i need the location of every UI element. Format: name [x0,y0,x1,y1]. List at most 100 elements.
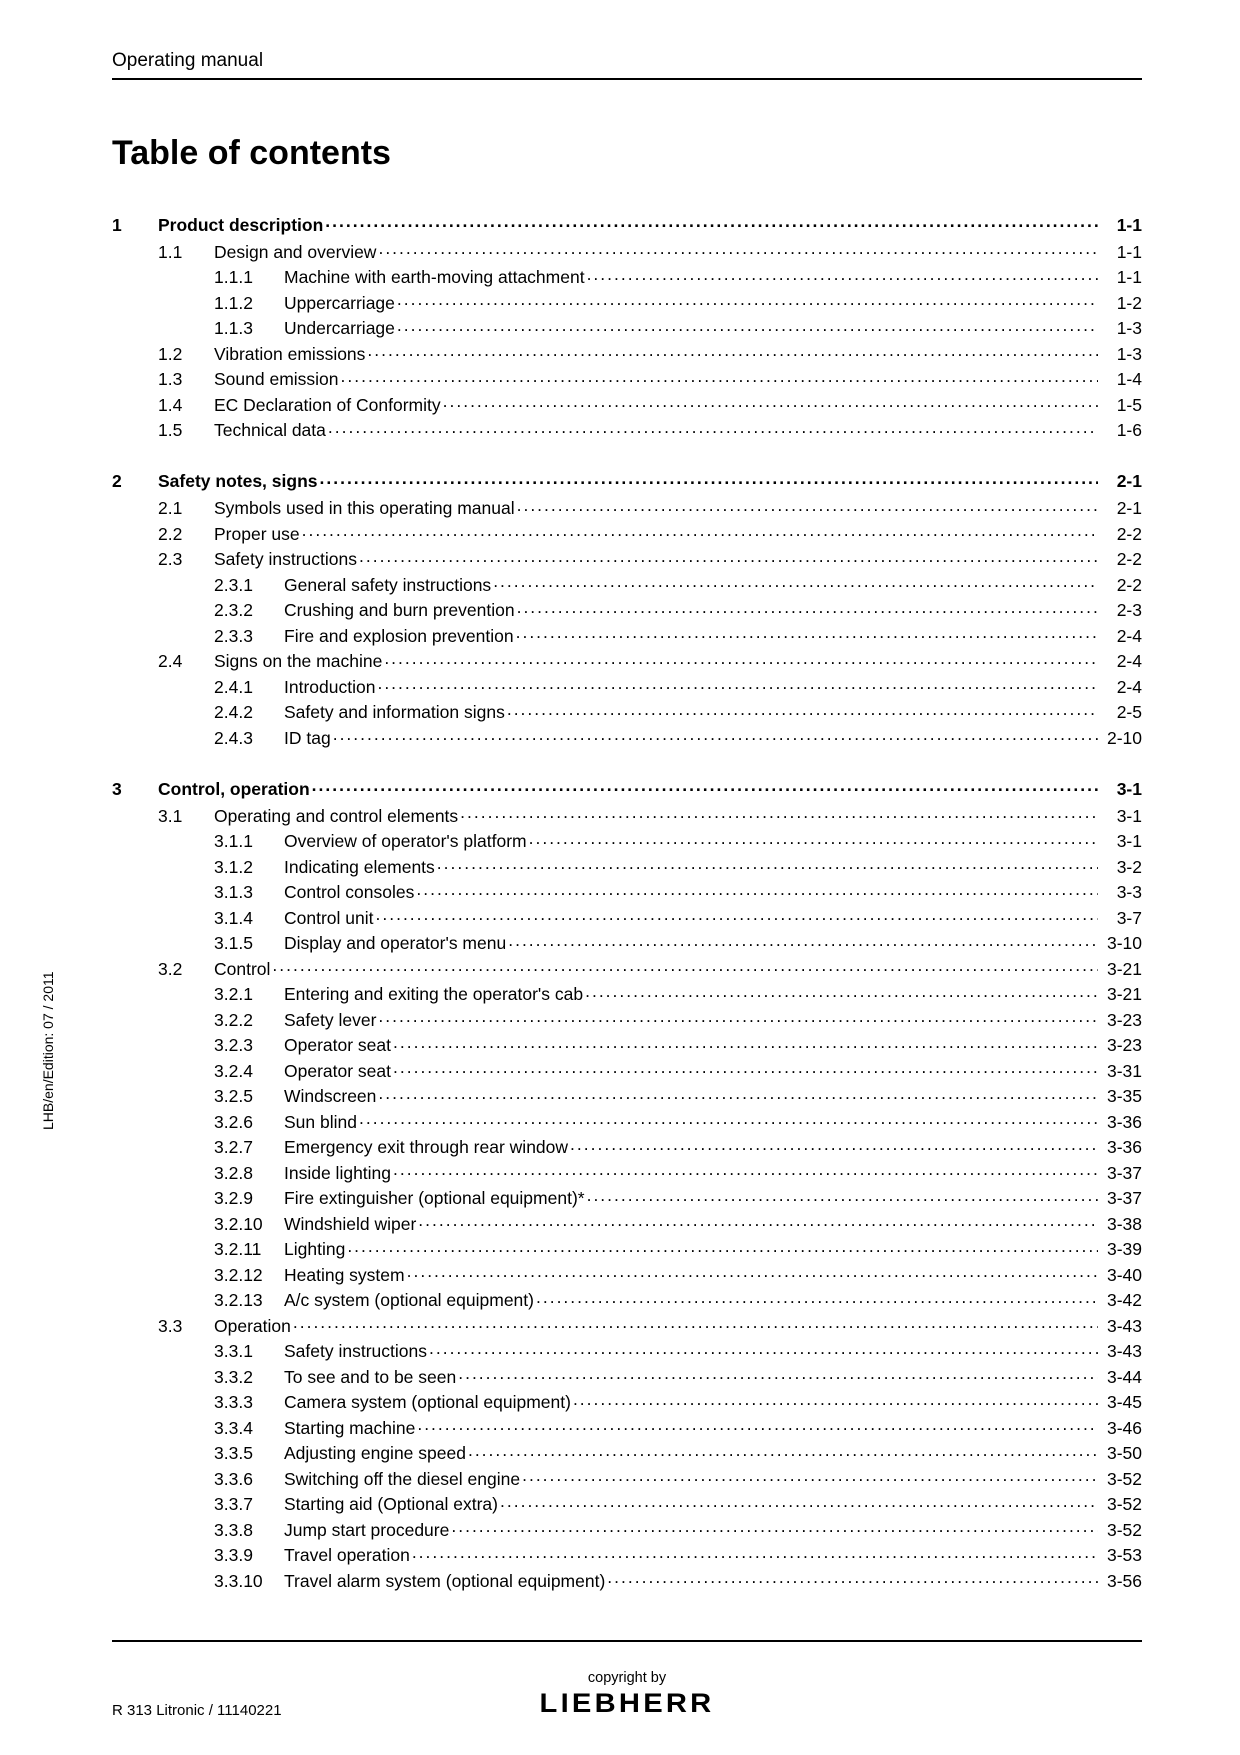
toc-number: 3.2.12 [214,1267,284,1285]
toc-leader-dots [393,1161,1098,1179]
toc-label: Technical data [214,422,328,440]
toc-leader-dots [378,240,1098,258]
toc-leader-dots [367,342,1098,360]
toc-page: 3-36 [1098,1114,1142,1132]
toc-page: 3-36 [1098,1139,1142,1157]
toc-label: Entering and exiting the operator's cab [284,986,585,1004]
toc-page: 3-21 [1098,961,1142,979]
toc-page: 2-4 [1098,653,1142,671]
toc-page: 2-2 [1098,526,1142,544]
toc-number: 1.5 [158,422,214,440]
toc-leader-dots [293,1314,1098,1332]
toc-label: Travel operation [284,1547,412,1565]
toc-leader-dots [325,213,1098,231]
toc-entry: 2Safety notes, signs 2-1 [112,470,1142,491]
toc-label: Control consoles [284,884,416,902]
toc-number: 2.3 [158,551,214,569]
toc-leader-dots [302,522,1098,540]
toc-leader-dots [516,624,1098,642]
toc-leader-dots [417,1416,1098,1434]
toc-label: Jump start procedure [284,1522,451,1540]
toc-leader-dots [359,548,1098,566]
toc-leader-dots [347,1238,1098,1256]
toc-label: Introduction [284,679,377,697]
toc-page: 1-1 [1098,217,1142,235]
toc-leader-dots [333,726,1098,744]
toc-number: 3.1.5 [214,935,284,953]
toc-leader-dots [500,1493,1098,1511]
toc-entry: 2.1Symbols used in this operating manual… [112,497,1142,518]
toc-leader-dots [328,419,1098,437]
toc-number: 3.2.5 [214,1088,284,1106]
toc-label: Emergency exit through rear window [284,1139,570,1157]
toc-page: 2-2 [1098,577,1142,595]
toc-leader-dots [359,1110,1098,1128]
toc-label: Heating system [284,1267,407,1285]
toc-leader-dots [451,1518,1098,1536]
doc-header: Operating manual [112,50,1142,80]
toc-entry: 3.3Operation 3-43 [112,1314,1142,1335]
toc-number: 2.4 [158,653,214,671]
toc-label: Operation [214,1318,293,1336]
toc-entry: 3.2.13A/c system (optional equipment) 3-… [112,1289,1142,1310]
toc-page: 1-3 [1098,346,1142,364]
toc-leader-dots [341,368,1098,386]
toc-number: 3.2.4 [214,1063,284,1081]
toc-leader-dots [312,777,1098,795]
toc-number: 2.4.3 [214,730,284,748]
toc-label: Safety lever [284,1012,378,1030]
toc-entry: 3.2.9Fire extinguisher (optional equipme… [112,1187,1142,1208]
toc-entry: 3.3.5Adjusting engine speed 3-50 [112,1442,1142,1463]
toc-entry: 2.4.1Introduction 2-4 [112,675,1142,696]
toc-page: 2-10 [1098,730,1142,748]
toc-page: 3-7 [1098,910,1142,928]
toc-label: Starting machine [284,1420,417,1438]
toc-entry: 3.2.1Entering and exiting the operator's… [112,983,1142,1004]
toc-entry: 3.3.2To see and to be seen 3-44 [112,1365,1142,1386]
toc-leader-dots [376,906,1099,924]
toc-entry: 1.4EC Declaration of Conformity 1-5 [112,393,1142,414]
toc-leader-dots [378,1085,1098,1103]
toc-leader-dots [587,266,1098,284]
toc-entry: 3.1.5Display and operator's menu 3-10 [112,932,1142,953]
toc-label: Overview of operator's platform [284,833,529,851]
toc-label: Proper use [214,526,302,544]
toc-number: 3.1.3 [214,884,284,902]
footer-model: R 313 Litronic / 11140221 [112,1702,372,1719]
toc-leader-dots [585,983,1098,1001]
toc-entry: 2.3.2Crushing and burn prevention 2-3 [112,599,1142,620]
toc-label: To see and to be seen [284,1369,458,1387]
toc-page: 2-2 [1098,551,1142,569]
toc-label: Operating and control elements [214,808,460,826]
toc-page: 3-56 [1098,1573,1142,1591]
toc-number: 1.3 [158,371,214,389]
toc-leader-dots [529,830,1098,848]
toc-leader-dots [507,701,1098,719]
toc-number: 3.3.8 [214,1522,284,1540]
toc-entry: 3.2.4Operator seat 3-31 [112,1059,1142,1080]
toc-leader-dots [468,1442,1098,1460]
toc-number: 2.4.1 [214,679,284,697]
toc-entry: 3.1.4Control unit 3-7 [112,906,1142,927]
toc-label: A/c system (optional equipment) [284,1292,536,1310]
toc-entry: 3.1.3Control consoles 3-3 [112,881,1142,902]
toc-leader-dots [460,804,1098,822]
toc-number: 3.3.9 [214,1547,284,1565]
toc-entry: 3.3.8Jump start procedure 3-52 [112,1518,1142,1539]
toc-label: Windscreen [284,1088,378,1106]
toc-entry: 3.3.1Safety instructions 3-43 [112,1340,1142,1361]
toc-entry: 2.3Safety instructions 2-2 [112,548,1142,569]
toc-page: 3-45 [1098,1394,1142,1412]
toc-page: 3-46 [1098,1420,1142,1438]
toc-label: Vibration emissions [214,346,367,364]
toc-number: 1.1 [158,244,214,262]
toc-page: 3-37 [1098,1165,1142,1183]
toc-number: 3.3.6 [214,1471,284,1489]
toc-label: Fire and explosion prevention [284,628,516,646]
toc-number: 1 [112,217,158,235]
toc-page: 1-4 [1098,371,1142,389]
toc-entry: 1.5Technical data 1-6 [112,419,1142,440]
toc-leader-dots [429,1340,1098,1358]
toc-number: 3.1.1 [214,833,284,851]
toc-entry: 3.2.5Windscreen 3-35 [112,1085,1142,1106]
